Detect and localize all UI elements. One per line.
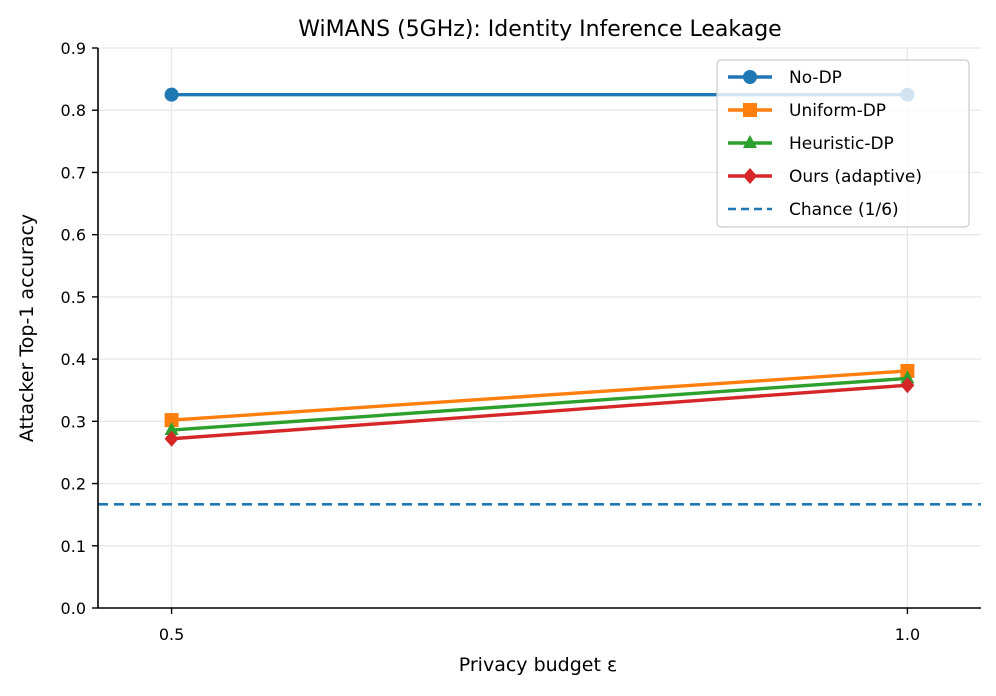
ticks: 0.0 0.1 0.2 0.3 0.4 0.5 0.6 0.7 0.8 0.9 0.5 1.0	[61, 39, 921, 644]
x-tick-label: 1.0	[895, 625, 920, 644]
legend-label-heuristic-dp: Heuristic-DP	[789, 134, 894, 154]
data-point-ours-adaptive	[164, 430, 179, 447]
legend-label-ours-adaptive: Ours (adaptive)	[789, 167, 922, 187]
legend-label-no-dp: No-DP	[789, 68, 842, 88]
data-point-ours-adaptive	[900, 377, 915, 394]
legend-marker-no-dp	[743, 70, 757, 84]
y-tick-label: 0.6	[61, 226, 86, 245]
x-axis-label: Privacy budget ε	[459, 654, 618, 676]
legend-marker-ours-adaptive	[743, 168, 757, 184]
x-tick-label: 0.5	[159, 625, 184, 644]
data-point-no-dp	[164, 87, 179, 102]
data-point-heuristic-dp	[900, 370, 915, 384]
legend-label-uniform-dp: Uniform-DP	[789, 101, 886, 121]
y-tick-label: 0.9	[61, 39, 86, 58]
axes	[97, 48, 981, 609]
y-tick-label: 0.5	[61, 288, 86, 307]
legend-label-chance-1-6: Chance (1/6)	[789, 200, 899, 220]
y-tick-label: 0.3	[61, 412, 86, 431]
chart-title: WiMANS (5GHz): Identity Inference Leakag…	[298, 17, 781, 42]
series-line-ours-adaptive	[171, 383, 908, 441]
data-point-uniform-dp	[164, 413, 179, 428]
y-tick-label: 0.1	[61, 537, 86, 556]
y-tick-label: 0.2	[61, 475, 86, 494]
data-point-heuristic-dp	[164, 422, 179, 436]
series-line-heuristic-dp	[171, 376, 908, 432]
y-tick-label: 0.8	[61, 101, 86, 120]
legend-frame	[716, 59, 970, 228]
y-tick-label: 0.0	[61, 599, 86, 618]
y-tick-label: 0.4	[61, 350, 86, 369]
y-axis-label: Attacker Top-1 accuracy	[16, 214, 38, 442]
legend: No-DP Uniform-DP Heuristic-DP Ours (adaptiv…	[716, 59, 970, 228]
y-tick-label: 0.7	[61, 163, 86, 182]
series-line-uniform-dp	[171, 369, 908, 422]
legend-marker-uniform-dp	[743, 103, 757, 117]
legend-marker-heuristic-dp	[743, 135, 757, 148]
